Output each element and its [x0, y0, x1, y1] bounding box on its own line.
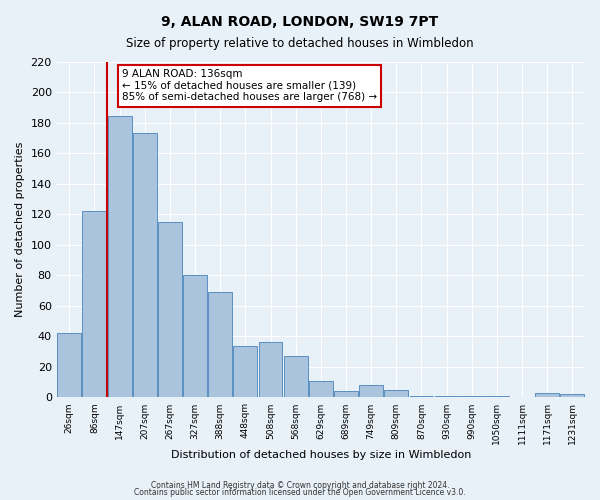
Text: Contains HM Land Registry data © Crown copyright and database right 2024.: Contains HM Land Registry data © Crown c…: [151, 480, 449, 490]
Bar: [434, 396, 458, 398]
Bar: [560, 394, 584, 398]
Bar: [259, 342, 283, 398]
Bar: [535, 393, 559, 398]
Bar: [485, 396, 509, 398]
Text: 9 ALAN ROAD: 136sqm
← 15% of detached houses are smaller (139)
85% of semi-detac: 9 ALAN ROAD: 136sqm ← 15% of detached ho…: [122, 69, 377, 102]
Text: Size of property relative to detached houses in Wimbledon: Size of property relative to detached ho…: [126, 38, 474, 51]
Bar: [460, 396, 484, 398]
X-axis label: Distribution of detached houses by size in Wimbledon: Distribution of detached houses by size …: [170, 450, 471, 460]
Bar: [208, 292, 232, 398]
Bar: [385, 390, 408, 398]
Bar: [107, 116, 131, 398]
Bar: [410, 396, 433, 398]
Bar: [158, 222, 182, 398]
Bar: [334, 392, 358, 398]
Bar: [359, 385, 383, 398]
Bar: [309, 380, 333, 398]
Bar: [133, 134, 157, 398]
Bar: [82, 211, 106, 398]
Bar: [57, 334, 81, 398]
Text: Contains public sector information licensed under the Open Government Licence v3: Contains public sector information licen…: [134, 488, 466, 497]
Bar: [233, 346, 257, 398]
Y-axis label: Number of detached properties: Number of detached properties: [15, 142, 25, 317]
Bar: [284, 356, 308, 398]
Bar: [183, 276, 207, 398]
Text: 9, ALAN ROAD, LONDON, SW19 7PT: 9, ALAN ROAD, LONDON, SW19 7PT: [161, 15, 439, 29]
